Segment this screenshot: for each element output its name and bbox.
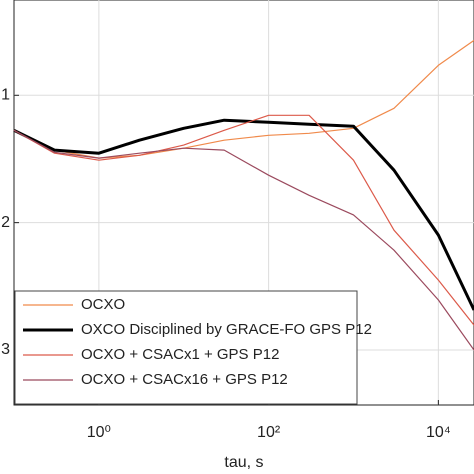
legend-label: OCXO: [81, 296, 125, 313]
legend-label: OCXO + CSACx1 + GPS P12: [81, 346, 279, 363]
x-tick-label: 10⁰: [87, 424, 111, 441]
legend-label: OCXO + CSACx16 + GPS P12: [81, 371, 288, 388]
y-tick-label: 2: [1, 214, 10, 231]
x-axis-label: tau, s: [224, 454, 263, 471]
x-tick-label: 10²: [257, 424, 281, 441]
legend-label: OXCO Disciplined by GRACE-FO GPS P12: [81, 321, 372, 338]
legend-box: [14, 290, 358, 405]
y-tick-label: 1: [1, 87, 10, 104]
legend: OCXO OXCO Disciplined by GRACE-FO GPS P12…: [14, 290, 372, 405]
series-line: [13, 118, 474, 311]
series-line: [13, 114, 474, 326]
series-line: [13, 129, 474, 351]
y-tick-label: 3: [1, 341, 10, 358]
x-tick-label: 10⁴: [426, 424, 451, 441]
